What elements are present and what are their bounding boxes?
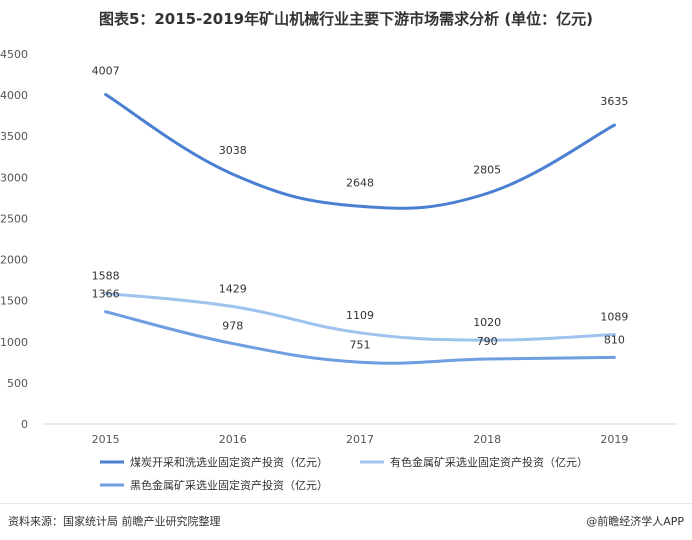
data-label: 978: [222, 320, 243, 333]
x-tick-label: 2016: [219, 433, 247, 446]
data-label: 3635: [600, 95, 628, 108]
brand-credit: @前瞻经济学人APP: [586, 515, 684, 528]
y-tick-label: 0: [21, 418, 28, 431]
data-label: 1429: [219, 283, 247, 296]
data-label: 1109: [346, 309, 374, 322]
series-line-1: [104, 93, 616, 210]
legend-label: 黑色金属矿采选业固定资产投资（亿元）: [130, 478, 328, 492]
data-label: 2648: [346, 176, 374, 189]
y-tick-label: 2000: [0, 254, 28, 267]
data-label: 790: [477, 335, 498, 348]
data-label: 751: [350, 338, 371, 351]
legend: 煤炭开采和洗选业固定资产投资（亿元） 有色金属矿采选业固定资产投资（亿元） 黑色金属…: [100, 455, 588, 492]
data-labels-layer: 4007 3038 2648 2805 3635 1588 1429 1109 1020 1089…: [92, 65, 629, 352]
legend-label: 煤炭开采和洗选业固定资产投资（亿元）: [130, 455, 328, 469]
source-note: 资料来源：国家统计局 前瞻产业研究院整理: [8, 515, 221, 528]
data-label: 4007: [92, 65, 120, 78]
chart-title: 图表5：2015-2019年矿山机械行业主要下游市场需求分析 (单位：亿元): [98, 10, 594, 28]
line-chart: 0 500 1000 1500 2000 2500 3000 3500 4000 4500 2015…: [0, 48, 678, 492]
series-line-3: [104, 310, 616, 365]
x-tick-label: 2018: [473, 433, 501, 446]
x-tick-label: 2019: [600, 433, 628, 446]
data-label: 1588: [92, 269, 120, 282]
y-tick-label: 4500: [0, 48, 28, 61]
data-label: 1366: [92, 288, 120, 301]
y-tick-label: 3000: [0, 171, 28, 184]
series-line-2: [104, 291, 616, 342]
y-tick-label: 4000: [0, 89, 28, 102]
footer-divider: [0, 503, 692, 504]
y-tick-label: 2500: [0, 212, 28, 225]
y-tick-label: 500: [7, 377, 28, 390]
data-label: 1020: [473, 316, 501, 329]
y-tick-label: 3500: [0, 130, 28, 143]
chart-axes: 0 500 1000 1500 2000 2500 3000 3500 4000 4500 2015…: [0, 48, 678, 446]
data-label: 810: [604, 333, 625, 346]
data-label: 3038: [219, 144, 247, 157]
y-tick-label: 1000: [0, 336, 28, 349]
data-label: 2805: [473, 163, 501, 176]
x-tick-label: 2015: [92, 433, 120, 446]
data-label: 1089: [600, 310, 628, 323]
x-tick-label: 2017: [346, 433, 374, 446]
series-layer: [104, 93, 616, 365]
y-tick-label: 1500: [0, 295, 28, 308]
legend-label: 有色金属矿采选业固定资产投资（亿元）: [390, 455, 588, 469]
